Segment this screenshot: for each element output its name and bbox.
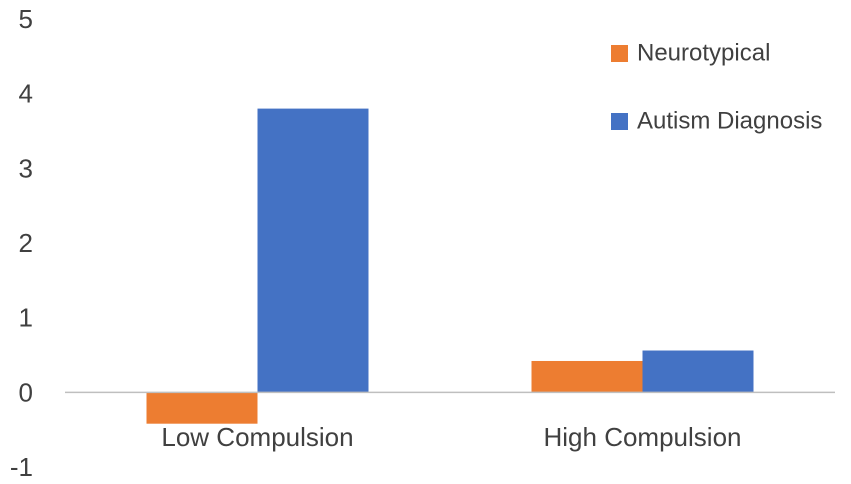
bar-autism-diagnosis-1 xyxy=(642,350,754,393)
category-labels: Low Compulsion High Compulsion xyxy=(161,422,741,452)
y-tick-label: 0 xyxy=(19,377,33,407)
legend: Neurotypical Autism Diagnosis xyxy=(611,40,822,135)
legend-swatch xyxy=(611,45,628,62)
y-tick-label: 2 xyxy=(19,228,33,258)
bar-neurotypical-0 xyxy=(146,392,258,424)
y-tick-label: 3 xyxy=(19,153,33,183)
legend-swatch xyxy=(611,113,628,130)
bar-neurotypical-1 xyxy=(531,360,643,393)
legend-label: Autism Diagnosis xyxy=(637,108,822,135)
y-tick-label: -1 xyxy=(10,452,33,482)
y-tick-label: 5 xyxy=(19,4,33,34)
y-tick-label: 4 xyxy=(19,79,33,109)
bars xyxy=(146,108,754,424)
category-label: Low Compulsion xyxy=(161,422,353,452)
category-label: High Compulsion xyxy=(544,422,742,452)
bar-autism-diagnosis-0 xyxy=(257,108,369,393)
y-tick-label: 1 xyxy=(19,303,33,333)
legend-label: Neurotypical xyxy=(637,40,770,67)
y-axis-ticks: 5 4 3 2 1 0 -1 xyxy=(10,4,33,482)
